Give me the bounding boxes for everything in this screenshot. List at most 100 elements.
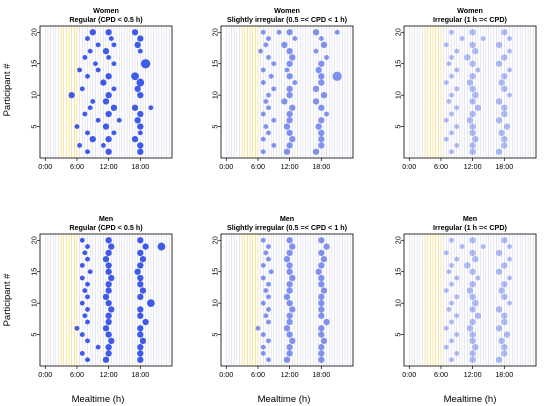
data-point xyxy=(507,67,512,73)
y-tick-label: 5 xyxy=(30,125,39,129)
data-point xyxy=(469,142,476,149)
data-point xyxy=(260,29,266,35)
data-point xyxy=(271,86,277,92)
data-point xyxy=(108,306,115,313)
data-point xyxy=(320,255,328,263)
data-point xyxy=(507,36,512,41)
panel-plot-area xyxy=(44,26,170,158)
data-point xyxy=(286,350,293,357)
data-point xyxy=(266,36,271,41)
data-point xyxy=(85,357,90,363)
data-point xyxy=(318,343,325,351)
data-point xyxy=(501,142,508,149)
data-point xyxy=(286,249,293,257)
x-tick-label: 0:00 xyxy=(402,370,416,379)
data-point xyxy=(137,331,144,338)
data-point xyxy=(95,42,101,48)
data-point xyxy=(318,274,325,282)
data-point xyxy=(148,105,154,111)
data-point xyxy=(501,135,508,143)
data-point xyxy=(501,293,508,301)
data-point xyxy=(469,337,476,345)
data-point xyxy=(79,237,85,243)
data-point xyxy=(105,281,112,288)
data-point xyxy=(286,287,293,294)
data-point xyxy=(260,351,266,356)
panel-frame xyxy=(220,25,354,159)
y-tick-label: 15 xyxy=(394,60,403,68)
data-point xyxy=(134,85,141,93)
x-tick-label: 12:00 xyxy=(281,162,299,171)
data-point xyxy=(105,91,112,99)
x-tick-label: 6:00 xyxy=(70,370,84,379)
data-point xyxy=(105,148,112,155)
data-point xyxy=(82,313,88,319)
data-point xyxy=(258,48,263,54)
data-point xyxy=(454,143,460,148)
data-point xyxy=(137,312,144,319)
data-point xyxy=(85,307,90,312)
panel-frame xyxy=(220,233,354,367)
data-point xyxy=(266,256,271,262)
data-point xyxy=(263,313,269,319)
data-point xyxy=(95,67,101,73)
data-point xyxy=(501,312,508,319)
data-point xyxy=(260,237,266,243)
panel-title-group: Regular (CPD < 0.5 h) xyxy=(69,223,143,232)
data-point xyxy=(100,79,107,86)
y-tick-label: 5 xyxy=(394,333,403,337)
data-point xyxy=(102,255,110,263)
data-point xyxy=(139,287,147,294)
data-point xyxy=(90,99,96,104)
data-point xyxy=(469,249,476,257)
data-point xyxy=(85,244,90,249)
data-point xyxy=(260,344,266,350)
y-tick-label: 20 xyxy=(30,28,39,36)
data-point xyxy=(501,262,508,269)
data-point xyxy=(501,54,508,61)
data-point xyxy=(449,92,454,98)
data-point xyxy=(446,307,452,312)
data-point xyxy=(266,130,271,136)
data-point xyxy=(139,255,147,263)
data-point xyxy=(320,41,328,49)
data-point xyxy=(469,73,476,80)
data-point xyxy=(318,356,325,363)
data-point xyxy=(454,86,460,92)
panel-plot-area xyxy=(44,234,170,366)
data-point xyxy=(266,244,271,249)
data-point xyxy=(501,29,508,36)
data-point xyxy=(443,288,449,293)
data-point xyxy=(137,356,144,363)
panel-title-sex: Men xyxy=(463,214,477,223)
y-tick-label: 20 xyxy=(394,28,403,36)
data-point xyxy=(449,237,454,243)
data-point xyxy=(449,338,454,344)
data-point xyxy=(469,123,476,130)
data-point xyxy=(85,256,90,262)
data-point xyxy=(137,306,144,313)
y-axis-title-bottom: Participant # xyxy=(2,273,13,327)
data-point xyxy=(266,357,271,363)
data-point xyxy=(334,29,340,35)
data-point xyxy=(85,294,90,300)
x-tick-label: 6:00 xyxy=(70,162,84,171)
data-point xyxy=(498,337,505,345)
data-point xyxy=(79,263,85,268)
data-point xyxy=(111,61,117,67)
data-point xyxy=(495,98,503,105)
y-tick-label: 5 xyxy=(211,333,220,337)
data-point xyxy=(318,299,325,307)
data-point xyxy=(454,105,460,111)
data-point xyxy=(443,250,449,256)
data-point xyxy=(469,85,476,93)
data-point xyxy=(454,256,460,262)
data-point xyxy=(286,268,293,275)
data-point xyxy=(332,71,342,81)
data-point xyxy=(79,86,85,92)
data-point xyxy=(137,262,144,269)
data-point xyxy=(449,111,454,117)
data-point xyxy=(472,255,479,263)
data-point xyxy=(472,343,479,351)
